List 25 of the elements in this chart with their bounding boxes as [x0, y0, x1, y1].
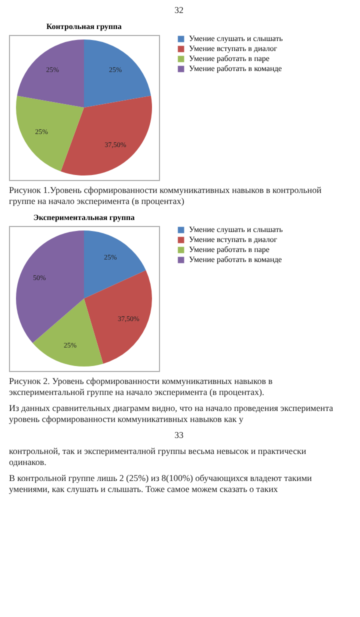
legend-label: Умение слушать и слышать [189, 34, 284, 43]
text: Рисунок 2. Уровень сформированности коммуникативных навыков в экспериментальной группе на начало эксперимента (в процентах). [9, 376, 273, 397]
legend-label: Умение вступать в диалог [189, 235, 278, 244]
chart-title: Контрольная группа [46, 22, 122, 31]
text: контрольной, так и эксперименталной группы весьма невысок и практически одинаков. [9, 446, 306, 467]
legend-label: Умение работать в команде [189, 255, 282, 264]
legend-label: Умение слушать и слышать [189, 225, 284, 234]
text: В контрольной группе лишь 2 (25%) из 8(100%) обучающихся владеют такими умениями, как слушать и слышать. Тоже самое можем сказать о таких [9, 473, 312, 494]
pie-slice [60, 96, 152, 176]
text: Из данных сравнительных диаграмм видно, что на начало проведения эксперимента уровень сформированности коммуникативных навыков как у [9, 403, 334, 424]
text: 33 [174, 430, 184, 440]
legend-label: Умение работать в паре [189, 54, 270, 63]
legend-label: Умение вступать в диалог [189, 44, 278, 53]
text: Рисунок 1.Уровень сформированности коммуникативных навыков в контрольной группе на начало эксперимента (в процентах) [9, 185, 322, 206]
pie-slice [17, 40, 84, 108]
pie-slice [84, 270, 152, 364]
pie-slice [84, 230, 146, 298]
pie-slice [32, 298, 104, 366]
legend-label: Умение работать в команде [189, 64, 282, 73]
chart-title: Экспериментальная группа [33, 213, 135, 222]
pie-slice [16, 96, 84, 172]
pie-slice [84, 40, 151, 108]
pie-slice [16, 230, 84, 344]
legend-label: Умение работать в паре [189, 245, 270, 254]
text: 32 [174, 5, 184, 15]
